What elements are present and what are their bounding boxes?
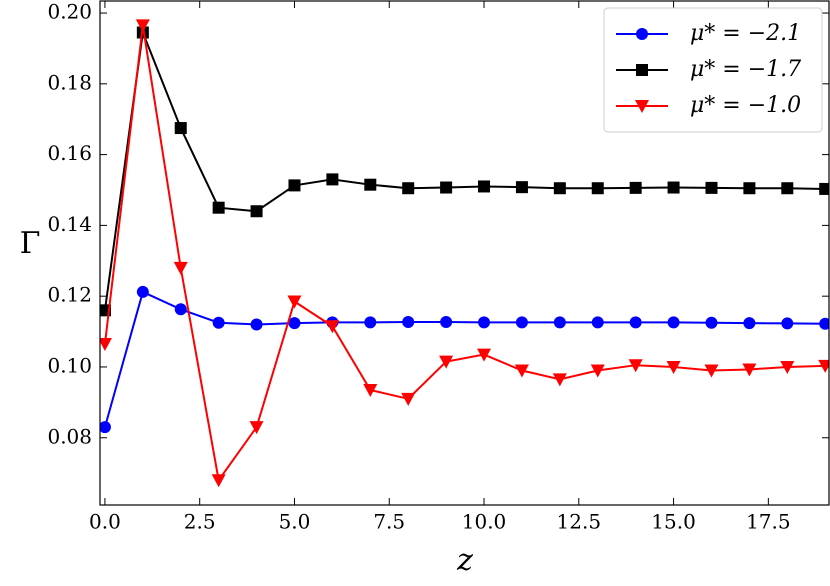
x-tick-label: 10.0 (462, 510, 507, 534)
y-tick-label: 0.16 (47, 141, 92, 165)
marker (591, 316, 604, 329)
marker (705, 316, 718, 329)
marker (781, 317, 794, 330)
marker (477, 348, 492, 362)
marker (250, 318, 263, 331)
series-line (103, 25, 826, 483)
x-tick-label: 0.0 (89, 510, 121, 534)
x-tick-label: 2.5 (184, 510, 216, 534)
legend-label: μ* = −2.1 (690, 21, 801, 46)
x-axis-label: z (456, 543, 473, 578)
marker (636, 28, 648, 40)
y-tick-label: 0.14 (47, 212, 92, 236)
y-axis-label: Γ (20, 226, 41, 261)
marker (478, 180, 491, 193)
marker (705, 181, 718, 194)
marker (212, 316, 225, 329)
legend-label: μ* = −1.0 (690, 93, 801, 118)
marker (515, 316, 528, 329)
marker (100, 421, 111, 434)
marker (288, 317, 301, 330)
marker (743, 317, 756, 330)
y-tick-label: 0.08 (47, 424, 92, 448)
marker (552, 373, 567, 387)
marker (553, 316, 566, 329)
marker (629, 316, 642, 329)
marker (818, 359, 829, 373)
marker (100, 304, 111, 317)
marker (667, 316, 680, 329)
marker (401, 392, 416, 406)
marker (478, 316, 491, 329)
marker (742, 363, 757, 377)
marker (667, 181, 680, 194)
y-tick-label: 0.12 (47, 283, 92, 307)
marker (364, 178, 377, 191)
marker (635, 100, 649, 113)
x-tick-label: 7.5 (373, 510, 405, 534)
marker (326, 173, 339, 186)
marker (440, 181, 453, 194)
marker (629, 181, 642, 194)
marker (781, 182, 794, 195)
legend-box (603, 7, 823, 133)
marker (514, 364, 529, 378)
marker (325, 320, 340, 334)
x-tick-label: 17.5 (746, 510, 791, 534)
series-line (103, 28, 826, 311)
plot (100, 19, 829, 488)
marker (515, 181, 528, 194)
marker (211, 474, 226, 488)
plot-frame (99, 0, 830, 506)
marker (819, 182, 829, 195)
marker (100, 337, 112, 351)
marker (402, 316, 415, 329)
x-tick-label: 12.5 (557, 510, 602, 534)
marker (440, 316, 453, 329)
x-tick-label: 5.0 (279, 510, 311, 534)
marker (135, 19, 150, 33)
marker (590, 364, 605, 378)
marker (402, 182, 415, 195)
marker (743, 182, 756, 195)
marker (136, 285, 149, 298)
marker (780, 360, 795, 374)
y-tick-label: 0.18 (47, 70, 92, 94)
y-tick-label: 0.10 (47, 353, 92, 377)
marker (364, 316, 377, 329)
marker (249, 421, 264, 435)
series-line (103, 290, 826, 428)
marker (553, 182, 566, 195)
y-tick-label: 0.20 (47, 0, 92, 24)
marker (439, 355, 454, 369)
marker (174, 303, 187, 316)
marker (704, 364, 719, 378)
marker (173, 261, 188, 275)
marker (666, 360, 681, 374)
marker (591, 182, 604, 195)
marker (628, 359, 643, 373)
marker (363, 383, 378, 397)
marker (287, 295, 302, 309)
marker (636, 64, 648, 76)
marker (288, 179, 301, 192)
marker (819, 317, 829, 330)
legend-label: μ* = −1.7 (690, 57, 801, 82)
marker (174, 122, 187, 135)
marker (212, 201, 225, 214)
marker (250, 205, 263, 218)
x-tick-label: 15.0 (651, 510, 696, 534)
